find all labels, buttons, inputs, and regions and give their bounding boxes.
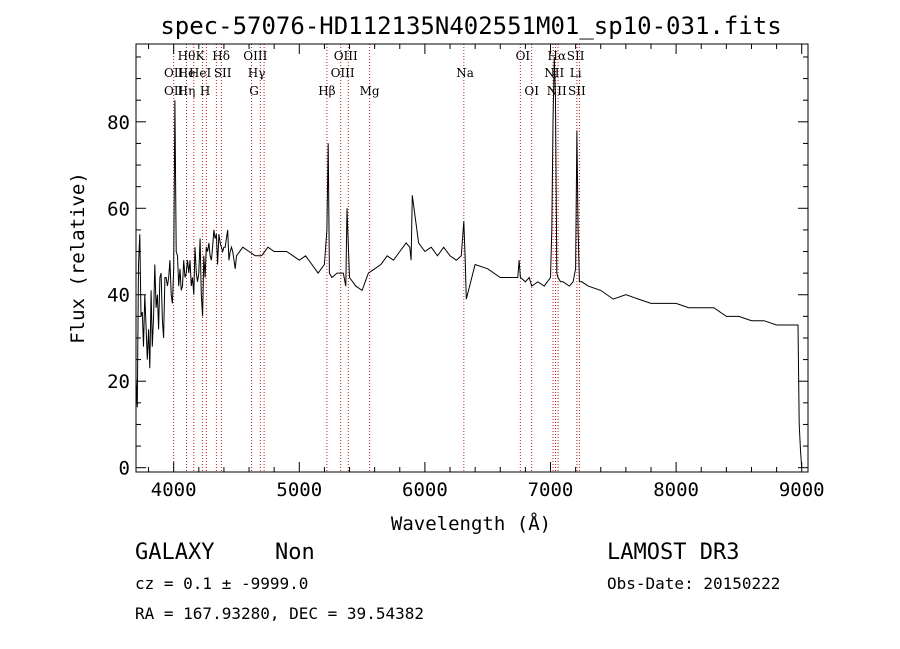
y-tick-label: 40 [107,285,130,307]
ra-dec: RA = 167.93280, DEC = 39.54382 [135,604,424,623]
observation-date: Obs-Date: 20150222 [607,574,780,593]
emission-line-label: OI [516,49,531,63]
chart-title: spec-57076-HD112135N402551M01_sp10-031.f… [160,12,781,40]
x-tick-label: 6000 [402,479,448,501]
emission-line-label: Na [456,66,474,80]
emission-line-label: HeI [189,66,212,80]
emission-line-label: OII [164,66,184,80]
plot-frame [135,43,809,473]
y-tick-label: 60 [107,198,130,220]
emission-line-label: OIII [334,49,358,63]
emission-line-label: Hδ [212,49,230,63]
x-axis-label: Wavelength (Å) [391,512,551,535]
y-tick-label: 20 [107,371,130,393]
y-tick-label: 80 [107,112,130,134]
spectrum-series-line [135,56,803,468]
emission-line-label: OIII [243,49,267,63]
axis-ticks: 4000 5000 6000 7000 8000 9000 0 20 40 60 80 [107,44,825,501]
x-tick-label: 7000 [528,479,574,501]
x-tick-label: 4000 [151,479,197,501]
emission-line-label: Hθ [178,49,196,63]
emission-line-label: OII [164,84,184,98]
emission-line-label: K [196,49,206,63]
emission-line-label: G [249,84,259,98]
emission-line-label: H [200,84,210,98]
emission-line-label: Hγ [248,66,266,80]
y-axis-label: Flux (relative) [67,172,89,344]
redshift-cz: cz = 0.1 ± -9999.0 [135,574,308,593]
emission-line-label: OI [524,84,539,98]
x-tick-label: 5000 [276,479,322,501]
emission-line-markers [173,44,580,472]
survey-name: LAMOST DR3 [607,540,739,565]
emission-line-label: Mg [360,84,380,98]
emission-line-label: Hβ [318,84,335,98]
emission-line-label: SII [214,66,232,80]
x-tick-label: 8000 [653,479,699,501]
emission-line-label: Li [570,66,582,80]
x-tick-label: 9000 [779,479,825,501]
emission-line-label: SII [567,49,585,63]
emission-line-label: Hα [547,49,566,63]
emission-line-label: OIII [331,66,355,80]
emission-line-label: SII [568,84,586,98]
emission-line-label: He [178,66,196,80]
y-tick-label: 0 [119,458,130,480]
object-subclass: Non [275,540,315,565]
emission-line-label: Hη [178,84,196,98]
emission-line-labels: OII OII Hθ He Hη K HeI H Hδ SII OIII Hγ G Hβ OIII OIII M… [164,49,586,98]
object-class: GALAXY [135,540,214,565]
emission-line-label: NII [547,84,567,98]
